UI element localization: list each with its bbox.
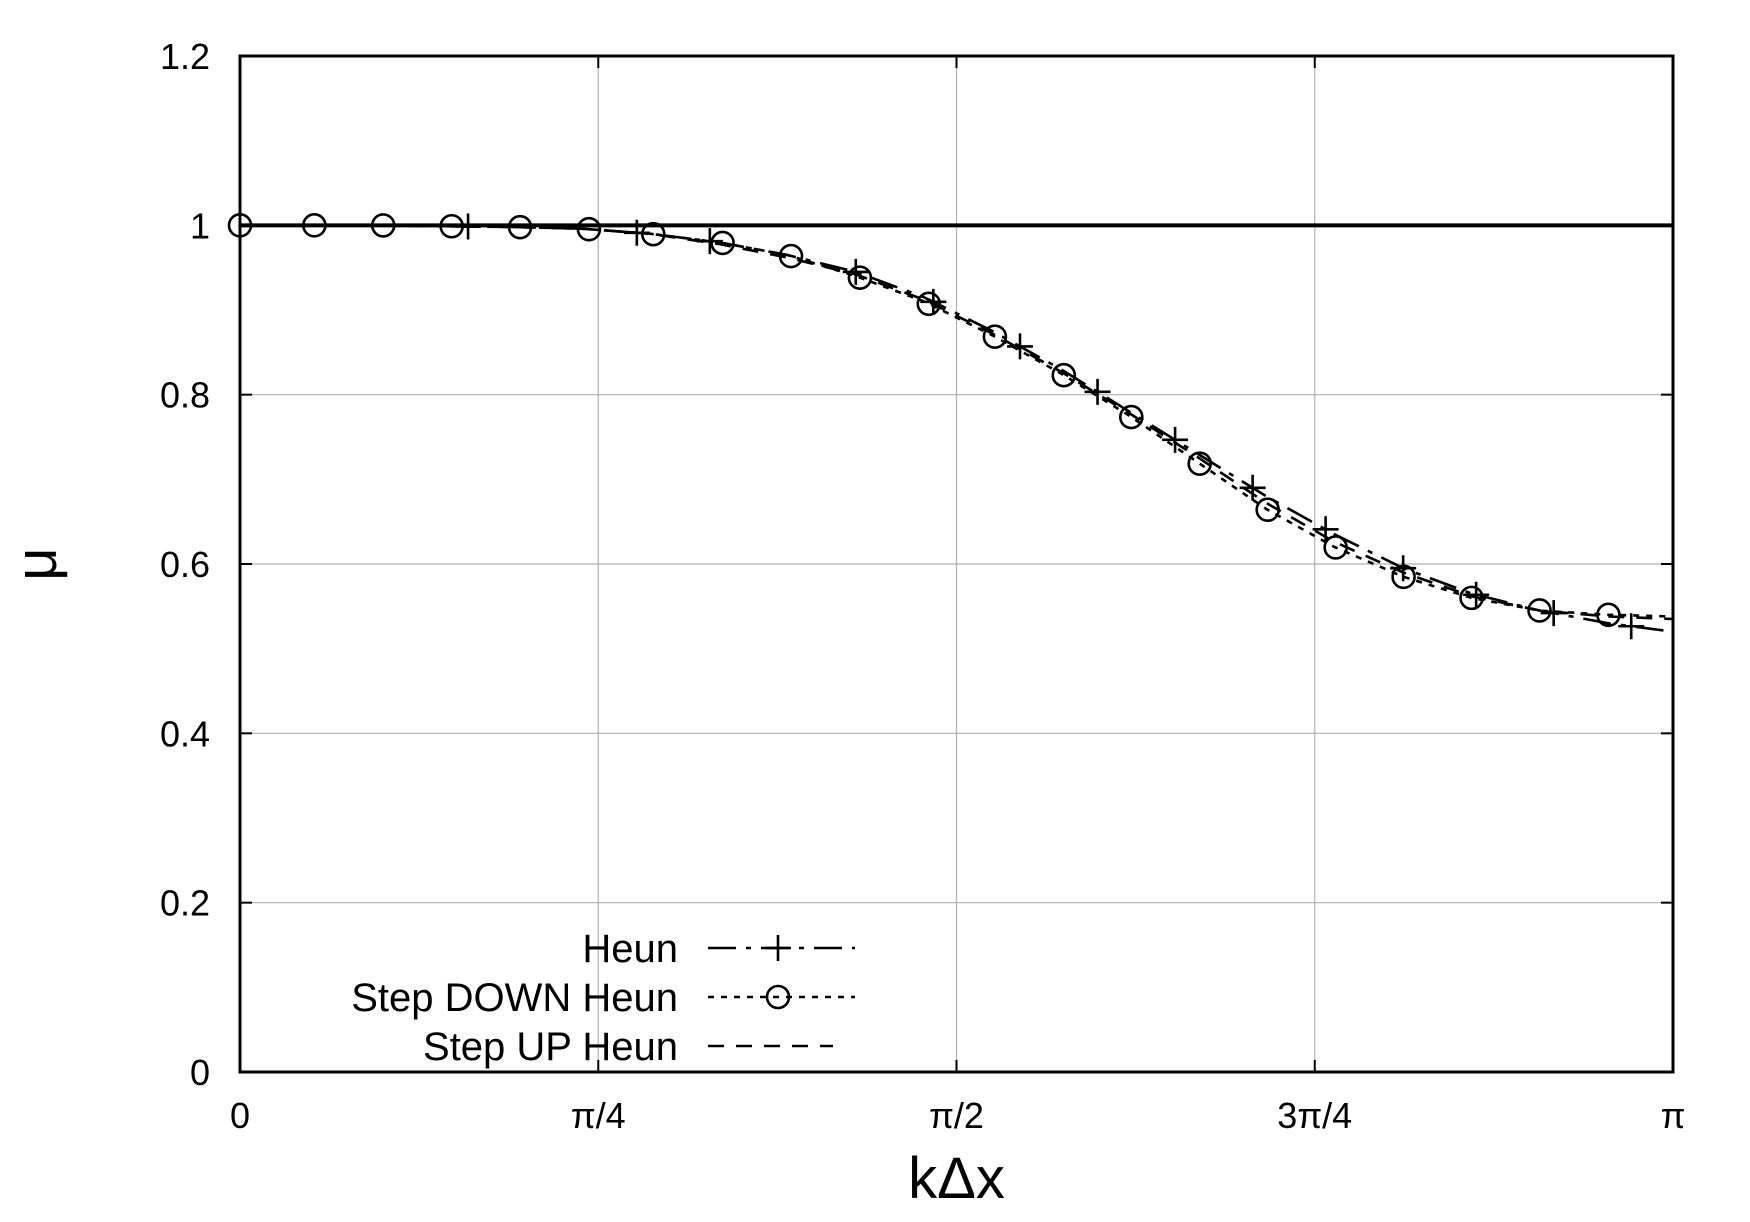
y-tick-label: 0.8: [160, 375, 210, 416]
data-point: [1118, 404, 1144, 430]
data-point: [1162, 426, 1189, 453]
series-step-up-heun: [240, 224, 1674, 621]
x-tick-label: 0: [230, 1095, 250, 1136]
data-point: [982, 324, 1008, 349]
data-point: [1618, 613, 1645, 640]
x-tick-label: 3π/4: [1277, 1095, 1352, 1136]
y-axis-title: μ: [4, 547, 69, 580]
data-point: [1596, 602, 1621, 628]
data-point: [1391, 564, 1416, 590]
x-tick-label: π/4: [571, 1095, 626, 1136]
y-tick-label: 0.4: [160, 713, 210, 754]
data-point: [916, 291, 942, 317]
legend-marker-sample: [765, 984, 791, 1010]
series-line: [240, 224, 1674, 621]
y-tick-label: 0: [190, 1052, 210, 1093]
data-point: [1051, 362, 1077, 388]
legend-label: Step UP Heun: [423, 1025, 678, 1069]
data-point: [710, 230, 735, 256]
data-point: [847, 265, 873, 290]
y-tick-label: 0.6: [160, 544, 210, 585]
data-point: [1084, 378, 1111, 405]
data-point: [1007, 333, 1033, 360]
x-tick-label: π/2: [929, 1095, 984, 1136]
y-tick-label: 1.2: [160, 36, 210, 77]
legend-label: Heun: [582, 927, 678, 971]
legend-marker-sample: [765, 935, 791, 961]
x-axis-title: kΔx: [908, 1146, 1005, 1211]
y-tick-label: 1: [190, 205, 210, 246]
legend-label: Step DOWN Heun: [351, 976, 678, 1020]
y-tick-label: 0.2: [160, 883, 210, 924]
data-point: [842, 258, 869, 285]
legend: Heun Step DOWN Heun Step UP Heun: [351, 927, 855, 1069]
data-point: [1312, 516, 1339, 543]
data-point: [1187, 451, 1213, 476]
data-point: [1463, 581, 1490, 608]
plot-series: [227, 213, 1674, 640]
grid: [240, 56, 1673, 1072]
axis-ticks: 0 π/4 π/2 3π/4 π 0 0.2 0.4 0.6 0.8 1 1.2: [160, 36, 1685, 1136]
x-tick-label: π: [1661, 1095, 1686, 1136]
data-point: [1527, 598, 1552, 623]
